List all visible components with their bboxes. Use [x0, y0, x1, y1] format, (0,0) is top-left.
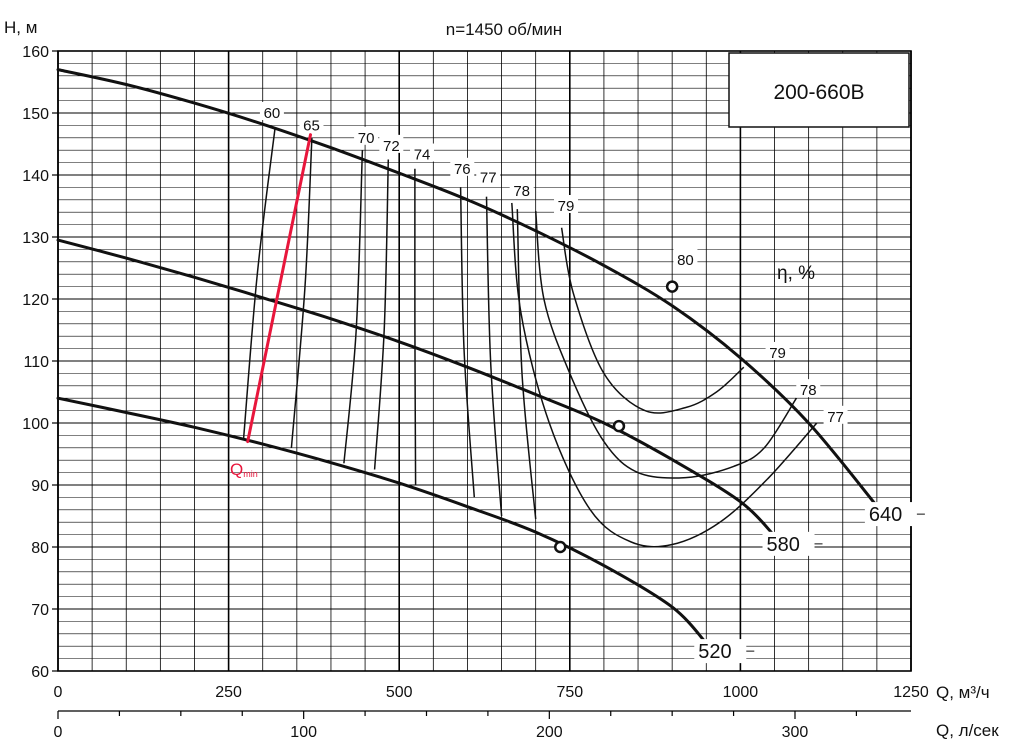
qmin-label-main: Q	[230, 460, 243, 479]
efficiency-label-bg	[554, 195, 579, 213]
efficiency-contour-72	[373, 159, 390, 470]
y-tick-label: 100	[22, 416, 49, 433]
efficiency-label: 65	[303, 117, 320, 134]
impeller-label-520: 520	[698, 641, 731, 663]
efficiency-contours	[242, 128, 818, 548]
impeller-curve-640	[56, 68, 879, 508]
y-tick-label: 140	[22, 168, 49, 185]
bep-marker-640	[665, 280, 679, 293]
efficiency-contour-77	[511, 202, 818, 548]
impeller-label-bg	[762, 531, 815, 556]
chart-title: n=1450 об/мин	[446, 20, 562, 39]
efficiency-label-bg	[450, 157, 475, 176]
efficiency-label: 76	[454, 161, 471, 178]
x2-axis-label: Q, л/сек	[936, 721, 999, 740]
efficiency-label: 72	[383, 138, 400, 155]
efficiency-contour-74	[414, 168, 417, 486]
efficiency-label-bg	[259, 102, 284, 120]
efficiency-label-bg	[796, 379, 821, 398]
efficiency-label-bg	[673, 248, 698, 267]
x2-tick-label: 100	[290, 724, 317, 741]
y-tick-label: 90	[31, 478, 49, 495]
efficiency-contour-70	[343, 150, 364, 464]
x2-tick-label: 200	[536, 724, 563, 741]
x-axis-label: Q, м³/ч	[936, 683, 990, 702]
bep-marker-520	[553, 540, 567, 554]
efficiency-contour-77	[485, 196, 503, 517]
y-tick-label: 80	[31, 540, 49, 557]
efficiency-label: 79	[769, 345, 786, 362]
efficiency-contour-65	[290, 137, 313, 448]
y-axis-label: H, м	[4, 18, 37, 37]
efficiency-label: 77	[480, 169, 497, 186]
chart-labels: 60 65 70 72 74 76 77 78 79 80 79 78 77	[246, 102, 848, 444]
efficiency-label: 60	[264, 105, 281, 122]
efficiency-label: 79	[558, 198, 575, 215]
model-box	[728, 52, 910, 128]
y-tick-label: 130	[22, 230, 49, 247]
impeller-label-bg	[694, 639, 747, 664]
efficiency-label: 77	[827, 409, 844, 426]
efficiency-label-bg	[476, 166, 501, 185]
impeller-label-bg	[864, 502, 917, 527]
x-tick-label: 250	[215, 684, 242, 701]
efficiency-label-bg	[765, 341, 790, 360]
y-tick-label: 60	[31, 664, 49, 681]
impeller-curves: 640 580 520	[56, 68, 925, 664]
impeller-curve-520	[56, 396, 708, 645]
efficiency-label-bg	[379, 134, 404, 153]
efficiency-label: 80	[677, 252, 694, 269]
efficiency-axis-label: η, %	[777, 263, 815, 284]
efficiency-label: 78	[513, 183, 530, 200]
efficiency-contour-76	[459, 187, 476, 498]
efficiency-label-bg	[823, 405, 848, 424]
impeller-curve-580	[56, 238, 776, 538]
y-tick-label: 150	[22, 106, 49, 123]
x2-tick-label: 0	[54, 724, 63, 741]
efficiency-contour-78	[516, 209, 537, 520]
efficiency-contour-60	[242, 128, 276, 439]
qmin-line	[246, 133, 312, 444]
efficiency-label-bg	[299, 114, 324, 133]
y-tick-label: 70	[31, 602, 49, 619]
efficiency-label-bg	[410, 143, 435, 162]
x2-tick-label: 300	[782, 724, 809, 741]
efficiency-label: 78	[800, 382, 817, 399]
x-tick-label: 1000	[723, 684, 759, 701]
model-label: 200-660B	[773, 81, 864, 104]
x-tick-label: 1250	[893, 684, 929, 701]
qmin-label-sub: min	[243, 469, 258, 479]
efficiency-contour-79	[560, 227, 745, 414]
y-tick-label: 120	[22, 292, 49, 309]
efficiency-label-bg	[509, 180, 534, 199]
bep-marker-580	[612, 419, 626, 433]
efficiency-contour-78	[534, 210, 798, 479]
y-tick-label: 160	[22, 44, 49, 61]
impeller-label-640: 640	[869, 504, 902, 526]
qmin-label: Qmin	[230, 460, 258, 479]
efficiency-label: 70	[358, 130, 375, 147]
impeller-label-580: 580	[767, 534, 800, 556]
efficiency-label-bg	[354, 126, 379, 145]
efficiency-label: 74	[414, 147, 431, 164]
x-tick-label: 0	[54, 684, 63, 701]
x-tick-label: 750	[556, 684, 583, 701]
y-tick-label: 110	[23, 354, 49, 371]
x-tick-label: 500	[386, 684, 413, 701]
grid: 60 70 80 90 100 110 120 130 140 150 160 0 250 500 750 1…	[22, 44, 929, 741]
